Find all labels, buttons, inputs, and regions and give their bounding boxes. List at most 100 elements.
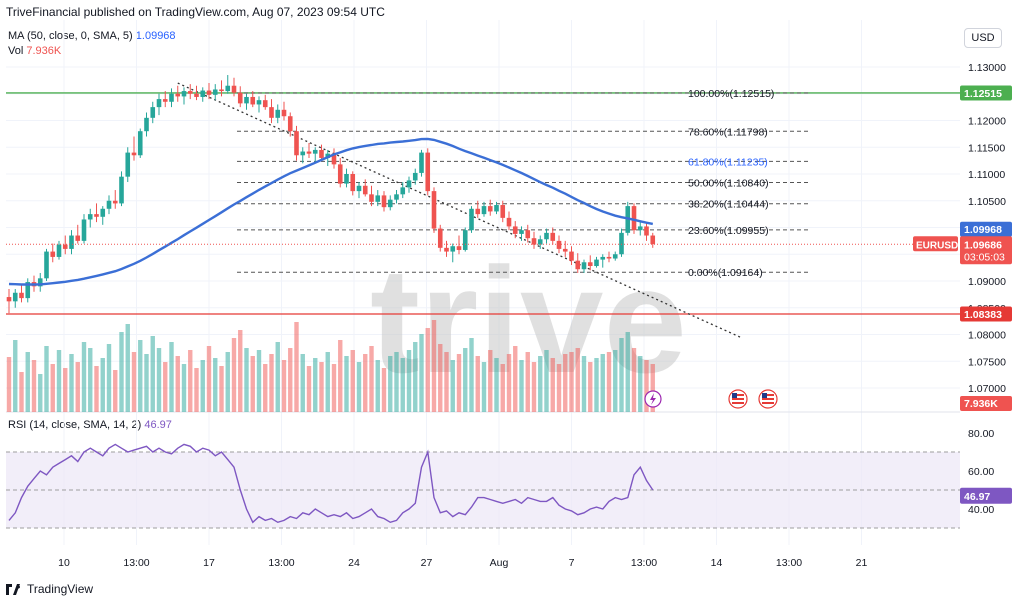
volume-bar	[56, 350, 62, 412]
candle-body	[350, 174, 356, 192]
volume-bar	[200, 360, 205, 412]
volume-tag: 7.936K	[964, 398, 998, 410]
candle-body	[619, 232, 624, 255]
volume-bar	[238, 330, 243, 412]
symbol-tag-bg	[913, 236, 958, 252]
flag-canton	[762, 393, 767, 398]
volume-bar	[363, 354, 368, 412]
candle-body	[325, 153, 331, 158]
fib-level-label: 78.60%(1.11798)	[688, 126, 768, 138]
fib-level-label: 23.60%(1.09955)	[688, 225, 769, 237]
volume-bar	[613, 350, 618, 412]
volume-bar	[600, 354, 605, 412]
volume-bar	[519, 360, 524, 412]
volume-bar	[244, 348, 249, 412]
candle-body	[287, 116, 293, 132]
candle-body	[581, 262, 587, 270]
candle-body	[575, 260, 581, 270]
volume-bar	[456, 354, 462, 412]
volume-bar	[631, 348, 637, 412]
volume-bar	[306, 366, 312, 412]
ma-price-tag-bg	[960, 221, 1012, 237]
volume-bar	[194, 368, 199, 412]
price-tick-label: 1.11000	[968, 169, 1005, 181]
time-tick-label: 27	[421, 557, 433, 569]
flag-icon-ring	[728, 389, 748, 409]
volume-bar	[350, 350, 355, 412]
fib-level-label: 61.80%(1.11235)	[688, 156, 768, 168]
candle-body	[169, 93, 174, 102]
candle-body	[437, 228, 443, 248]
volume-legend[interactable]: Vol 7.936K	[8, 45, 61, 57]
volume-bar	[275, 342, 280, 412]
volume-bar	[250, 356, 255, 412]
volume-bar	[644, 360, 649, 412]
candle-body	[12, 292, 18, 302]
volume-bar	[294, 322, 299, 412]
volume-bar	[419, 334, 424, 412]
candle-body	[62, 244, 68, 249]
volume-bar	[6, 357, 12, 412]
us-flag-icon	[728, 389, 748, 409]
grid	[6, 20, 960, 545]
candle-body	[494, 205, 499, 212]
bar-countdown: 03:05:03	[964, 251, 1005, 263]
rsi-legend[interactable]: RSI (14, close, SMA, 14, 2) 46.97	[8, 419, 172, 431]
ma-line	[8, 137, 654, 286]
volume-bar	[494, 358, 499, 412]
volume-bar	[325, 352, 330, 412]
candle-body	[600, 256, 606, 260]
candle-body	[212, 89, 218, 95]
volume-bar	[431, 320, 437, 412]
candle-body	[112, 200, 118, 204]
time-axis: 10 13:00 17 13:00 24 27 Aug 7 13:00 14 13:00 21	[58, 557, 867, 569]
candle-body	[187, 91, 193, 94]
volume-bar	[413, 342, 418, 412]
candle-body	[400, 187, 406, 195]
volume-bar	[388, 356, 393, 412]
volume-bar	[488, 350, 493, 412]
candle-body	[469, 208, 474, 231]
candle-body	[312, 149, 318, 154]
ma-legend[interactable]: MA (50, close, 0, SMA, 5) 1.09968	[8, 30, 176, 42]
candle-body	[356, 185, 362, 192]
volume-bar	[313, 358, 318, 412]
candle-body	[375, 195, 381, 202]
trendline-line	[177, 82, 741, 338]
volume-bar	[425, 328, 430, 412]
price-tick-label: 1.12500	[968, 89, 1006, 101]
candle-body	[331, 153, 337, 165]
candle-body	[225, 85, 231, 92]
volume-bar	[256, 350, 262, 412]
candle-body	[81, 219, 87, 241]
candle-body	[506, 217, 512, 227]
candle-body	[387, 199, 393, 208]
candle-body	[369, 194, 374, 202]
lightning-icon-bolt	[650, 393, 656, 405]
candle-body	[175, 93, 181, 97]
volume-bar	[125, 324, 130, 412]
last-price-tag-bg	[960, 236, 1012, 265]
candle-body	[362, 185, 368, 195]
time-tick-label: 10	[58, 557, 70, 569]
price-tick-label: 1.12000	[968, 116, 1006, 128]
volume-bar	[281, 360, 287, 412]
volume-bar	[444, 352, 449, 412]
event-icons	[644, 389, 778, 409]
volume-bar	[288, 348, 293, 412]
volume-bar	[69, 354, 74, 412]
time-tick-label: 24	[348, 557, 360, 569]
volume-bar	[619, 338, 624, 412]
candle-body	[162, 99, 168, 102]
currency-selector[interactable]: USD	[964, 28, 1002, 48]
time-tick-label: 13:00	[631, 557, 657, 569]
rsi-legend-label: RSI (14, close, SMA, 14, 2)	[8, 419, 142, 431]
candle-body	[244, 96, 249, 104]
candle-body	[6, 297, 12, 302]
candle-body	[487, 206, 493, 212]
candle-body	[262, 100, 268, 108]
tradingview-brand[interactable]: TradingView	[6, 582, 93, 596]
candle-body	[544, 232, 549, 240]
volume-bar	[106, 344, 112, 412]
candle-body	[462, 230, 468, 250]
